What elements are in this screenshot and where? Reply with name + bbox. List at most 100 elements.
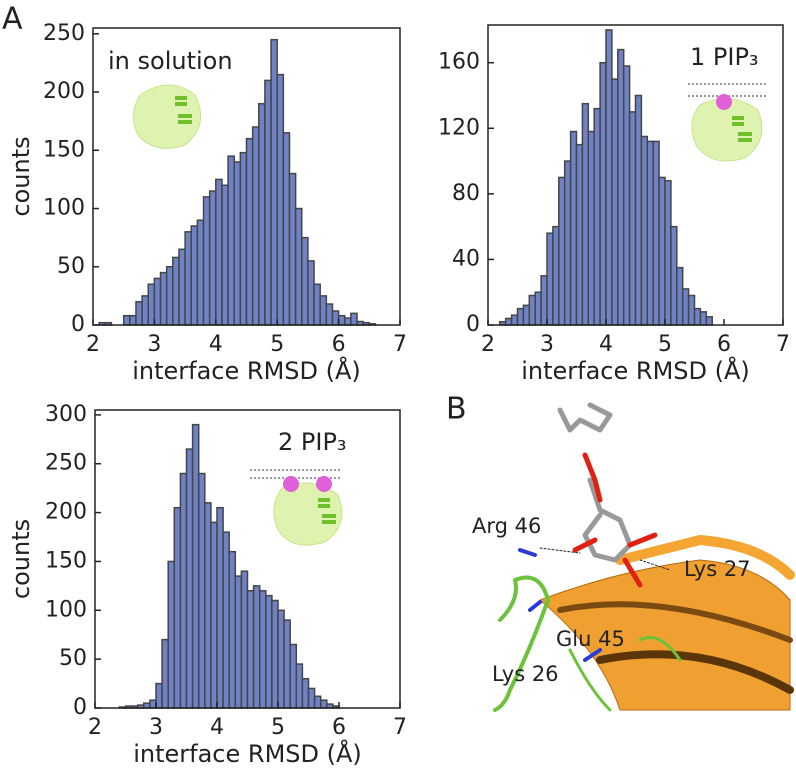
histogram-bar — [233, 161, 242, 326]
structure-image — [493, 402, 795, 712]
y-tick-label: 0 — [73, 695, 87, 720]
x-tick-label: 5 — [271, 715, 285, 740]
histogram-bar — [202, 196, 211, 326]
x-tick-label: 7 — [393, 332, 407, 357]
histogram-bar — [135, 300, 143, 326]
histogram-bar — [155, 682, 163, 709]
histogram-bar — [343, 317, 352, 326]
annotation: 1 PIP₃ — [690, 43, 759, 71]
histogram-bar — [664, 179, 672, 326]
histogram-bar — [622, 65, 631, 326]
x-tick-label: 4 — [210, 715, 224, 740]
x-tick-label: 2 — [86, 332, 100, 357]
histogram-bar — [534, 291, 542, 326]
x-tick-label: 5 — [658, 332, 672, 357]
histogram-bar — [563, 160, 572, 326]
histogram-bar — [141, 295, 150, 326]
histogram-bar — [147, 283, 156, 326]
histogram-bar — [215, 178, 223, 326]
histogram-bar — [705, 316, 713, 326]
histogram-bar — [676, 266, 684, 326]
y-tick-label: 150 — [45, 548, 87, 573]
histogram-bar — [227, 155, 235, 326]
residue-label: Arg 46 — [472, 514, 541, 538]
histogram-bar — [208, 190, 217, 326]
histogram-bar — [307, 687, 316, 709]
histogram-bar — [301, 677, 310, 709]
histogram-bar — [605, 29, 613, 326]
x-axis-label: interface RMSD (Å) — [521, 356, 750, 385]
y-tick-label: 0 — [466, 312, 480, 337]
histogram-bar — [350, 312, 358, 326]
histogram-bar — [652, 140, 660, 326]
y-tick-label: 120 — [438, 115, 480, 140]
histogram-bar — [172, 256, 180, 326]
residue-label: Glu 45 — [556, 627, 625, 651]
histogram-bar — [289, 643, 298, 709]
y-tick-label: 300 — [45, 402, 87, 427]
y-tick-label: 250 — [43, 21, 85, 46]
histogram-bar — [222, 531, 230, 709]
histogram-bar — [271, 599, 279, 709]
histogram-bar — [167, 560, 176, 709]
x-tick-label: 2 — [481, 332, 495, 357]
histogram-bar — [265, 594, 273, 709]
histogram-bar — [558, 176, 566, 326]
histogram-bar — [313, 695, 322, 709]
y-tick-label: 40 — [452, 246, 480, 271]
histogram-bar — [283, 619, 291, 709]
histogram-bar — [325, 303, 334, 326]
histogram-bar — [528, 294, 536, 326]
x-axis-label: interface RMSD (Å) — [132, 356, 361, 385]
histogram-bar — [337, 314, 346, 326]
histogram-bar — [173, 506, 182, 709]
residue-label: Lys 27 — [684, 557, 751, 581]
y-tick-label: 150 — [43, 137, 85, 162]
panel-label: B — [446, 392, 467, 427]
histogram-bar — [295, 663, 304, 709]
histogram-bar — [319, 295, 328, 326]
histogram-bar — [294, 207, 303, 326]
histogram-bar — [191, 423, 200, 709]
histogram-bar — [270, 38, 278, 326]
x-axis-label: interface RMSD (Å) — [133, 739, 362, 768]
histogram-bar — [670, 225, 678, 326]
y-tick-label: 80 — [452, 181, 480, 206]
x-tick-label: 6 — [332, 715, 346, 740]
histogram-bar — [204, 502, 212, 709]
histogram-bar — [693, 307, 702, 326]
histogram-bar — [540, 275, 548, 326]
histogram-bar — [552, 225, 560, 326]
inset-cartoon — [133, 84, 202, 149]
histogram-bar — [510, 314, 519, 326]
inset-cartoon — [250, 469, 343, 546]
histogram-bar — [288, 172, 297, 326]
histogram-bar — [617, 48, 625, 326]
x-tick-label: 2 — [88, 715, 102, 740]
histogram-bar — [216, 506, 224, 709]
histogram-bar — [239, 151, 248, 326]
x-tick-label: 3 — [540, 332, 554, 357]
histogram-bar — [319, 699, 328, 709]
y-tick-label: 250 — [45, 451, 87, 476]
histogram-bar — [246, 590, 255, 709]
x-tick-label: 6 — [332, 332, 346, 357]
axes-frame — [94, 409, 401, 709]
axes-frame — [487, 24, 784, 326]
x-tick-label: 3 — [147, 332, 161, 357]
histogram-bar — [122, 314, 131, 326]
panel-label: A — [2, 2, 23, 37]
histogram-bar — [234, 575, 243, 709]
histogram-bar — [190, 225, 199, 326]
x-tick-label: 4 — [599, 332, 613, 357]
histogram-bar — [228, 550, 237, 709]
histogram-bar — [587, 130, 595, 326]
histogram-bar — [699, 311, 708, 326]
histogram-bar — [159, 271, 168, 326]
y-axis-label: counts — [7, 136, 35, 216]
x-tick-label: 7 — [393, 715, 407, 740]
axes-frame — [92, 27, 401, 326]
x-tick-label: 7 — [776, 332, 790, 357]
histogram-bar — [258, 590, 267, 709]
